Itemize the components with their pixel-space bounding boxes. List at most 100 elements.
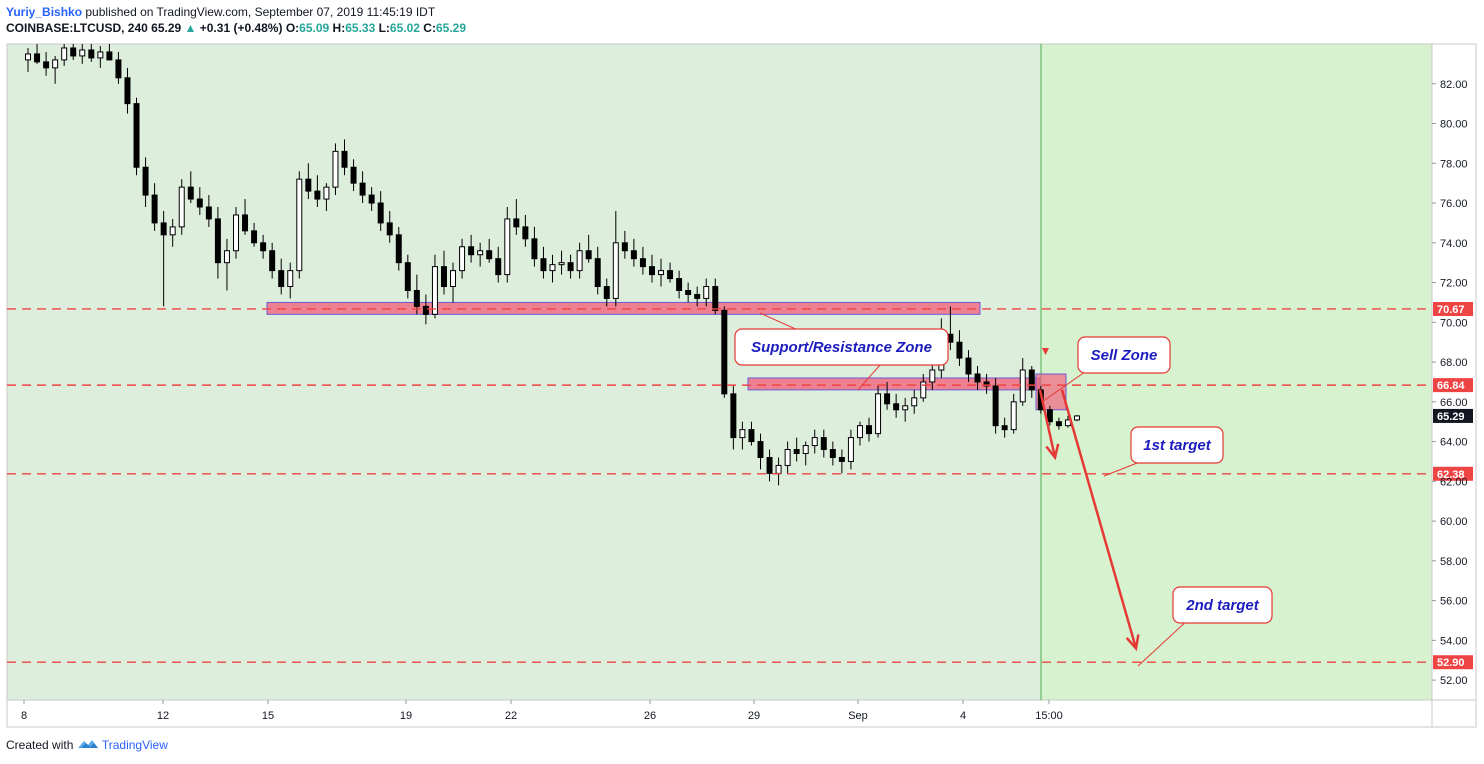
- callout[interactable]: Sell Zone: [1041, 336, 1171, 403]
- candle: [341, 139, 348, 176]
- candle-body-down: [314, 190, 321, 200]
- candle: [820, 429, 827, 458]
- candle: [178, 179, 185, 235]
- callout-box: [1172, 586, 1273, 624]
- time-tick-label: 19: [400, 710, 412, 722]
- candle-body-down: [341, 150, 348, 168]
- candle: [287, 262, 294, 299]
- candle: [440, 250, 447, 295]
- tradingview-logo-icon[interactable]: [77, 738, 99, 750]
- arrow-shaft: [1060, 389, 1138, 649]
- candle-body-down: [196, 198, 203, 208]
- candle-body-up: [875, 393, 882, 435]
- candle: [450, 262, 457, 303]
- candle: [314, 175, 321, 208]
- candle-body-down: [106, 51, 113, 61]
- candle: [648, 254, 655, 283]
- callout[interactable]: 2nd target: [1137, 586, 1273, 667]
- symbol-label[interactable]: COINBASE:LTCUSD, 240: [6, 21, 148, 35]
- high-value: 65.33: [345, 21, 376, 35]
- current-price-label: 65.29: [1437, 411, 1465, 423]
- candle-body-down: [965, 357, 972, 375]
- callout[interactable]: Support/Resistance Zone: [734, 312, 949, 391]
- candle-body-up: [902, 405, 909, 411]
- candle-body-down: [639, 258, 646, 268]
- tradingview-brand-link[interactable]: TradingView: [101, 738, 168, 752]
- candle-body-down: [70, 47, 77, 57]
- candle-body-down: [721, 309, 728, 395]
- candle-body-down: [133, 103, 140, 168]
- candle: [160, 210, 167, 307]
- candle-body-down: [730, 393, 737, 439]
- candle-body-down: [712, 286, 719, 311]
- candle: [395, 226, 402, 271]
- candle: [169, 218, 176, 247]
- current-price-tag: [1433, 408, 1473, 423]
- candle-body-down: [974, 373, 981, 383]
- candle-body-down: [305, 178, 312, 192]
- candle: [477, 242, 484, 267]
- level-price-tag: [1433, 378, 1473, 393]
- candle-body-down: [866, 425, 872, 435]
- time-axis[interactable]: 8 12 15 19 22 26 29 Sep 4 15:00: [21, 700, 1063, 722]
- price-tick-label: 62.00: [1440, 476, 1468, 488]
- candle-body-up: [332, 150, 339, 188]
- candle-body-down: [621, 242, 628, 252]
- candle-body-up: [450, 270, 457, 288]
- candle: [468, 234, 475, 263]
- time-tick-label: 12: [157, 710, 169, 722]
- candle: [34, 44, 41, 64]
- candle-body-down: [495, 258, 502, 276]
- candle: [88, 44, 95, 62]
- candle: [242, 199, 249, 235]
- candle-body-up: [504, 218, 511, 276]
- price-tick-label: 60.00: [1440, 516, 1468, 528]
- candle: [757, 433, 764, 470]
- candle: [214, 207, 221, 279]
- callout[interactable]: 1st target: [1103, 426, 1224, 477]
- candle: [1001, 417, 1008, 438]
- price-tick-label: 68.00: [1440, 357, 1468, 369]
- low-label: L:: [378, 21, 390, 35]
- candle: [359, 171, 366, 204]
- candle-body-down: [486, 250, 493, 260]
- candle-body-down: [748, 429, 755, 443]
- callout-pointer: [1137, 617, 1191, 667]
- candle-body-down: [567, 262, 574, 272]
- price-axis[interactable]: 82.00 80.00 78.00 76.00 74.00 72.00 70.00 68.00…: [1432, 79, 1468, 687]
- level-price-tag: [1433, 301, 1473, 316]
- candle: [911, 389, 918, 414]
- candle-body-up: [739, 429, 746, 439]
- candle: [585, 234, 592, 263]
- candle: [79, 44, 86, 64]
- candle-body-up: [549, 264, 556, 272]
- candle-body-down: [214, 218, 221, 264]
- time-tick-label: 29: [748, 710, 760, 722]
- candle-body-up: [658, 270, 665, 276]
- candle-body-down: [377, 202, 384, 224]
- open-value: 65.09: [299, 21, 330, 35]
- candle-body-down: [884, 393, 891, 405]
- candle-body-up: [25, 53, 31, 61]
- candle-body-down: [694, 293, 701, 299]
- candle: [513, 199, 520, 235]
- candle-body-up: [178, 186, 185, 228]
- candle: [296, 171, 303, 279]
- candle-body-down: [594, 258, 601, 288]
- candle: [793, 437, 800, 462]
- candle: [377, 191, 384, 231]
- candle-body-up: [1010, 401, 1017, 431]
- candle-body-down: [413, 289, 420, 307]
- candle-body-down: [278, 270, 285, 288]
- author-link[interactable]: Yuriy_Bishko: [6, 5, 83, 19]
- candle: [260, 234, 267, 259]
- candle-body-down: [1001, 425, 1008, 431]
- candle-body-down: [1046, 409, 1053, 423]
- published-text: published on TradingView.com, September …: [85, 5, 436, 19]
- candle-body-down: [757, 441, 764, 458]
- price-tick-label: 66.00: [1440, 397, 1468, 409]
- candle: [133, 97, 140, 176]
- candle-body-down: [187, 186, 194, 200]
- candle: [866, 417, 872, 442]
